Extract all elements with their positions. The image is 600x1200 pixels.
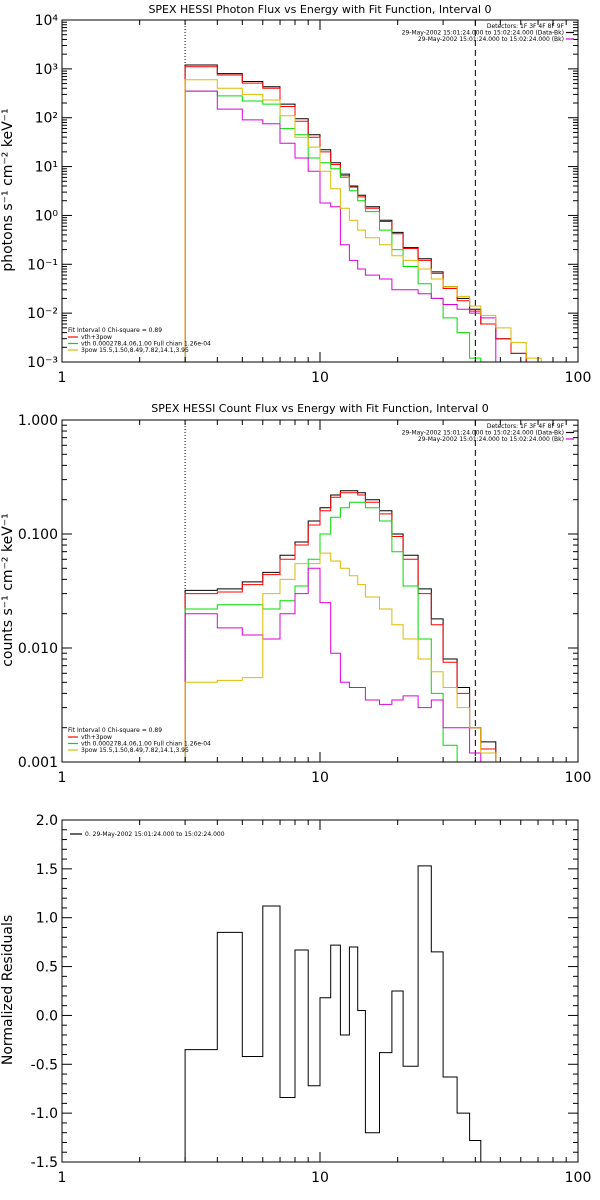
legend-entry: 3pow 15.5,1.50,8.49,7.82,14.1,3.95 (81, 347, 189, 354)
y-axis-label: Normalized Residuals (0, 915, 16, 1065)
legend-entry: vth 0.000278,4.06,1.00 Full chian 1.26e-… (81, 341, 211, 348)
y-axis-label: counts s⁻¹ cm⁻² keV⁻¹ (0, 513, 16, 667)
legend-entry: 3pow 15.5,1.50,8.49,7.82,14.1,3.95 (81, 747, 189, 754)
x-tick-label: 100 (565, 1170, 592, 1186)
photon-flux-panel: SPEX HESSI Photon Flux vs Energy with Fi… (0, 3, 591, 386)
x-tick-label: 10 (311, 770, 329, 786)
legend-title: Fit Interval 0 Chi-square = 0.89 (68, 327, 162, 334)
header-line: 29-May-2002 15:01:24.000 to 15:02:24.000… (402, 30, 564, 37)
series-3pow (184, 552, 497, 762)
y-tick-label: 0.5 (36, 960, 58, 976)
series-bk (184, 90, 497, 362)
y-tick-label: 0.001 (18, 755, 58, 771)
header-line: 29-May-2002 15:01:24.000 to 15:02:24.000… (402, 430, 564, 437)
plot-frame (61, 819, 579, 1163)
header-line: 29-May-2002 15:01:24.000 to 15:02:24.000… (418, 436, 564, 443)
x-tick-label: 10 (311, 1170, 329, 1186)
panel-title: SPEX HESSI Photon Flux vs Energy with Fi… (148, 3, 491, 16)
series-vth (184, 501, 481, 762)
y-tick-label: 10⁴ (35, 13, 59, 29)
legend-entry: vth+3pow (81, 734, 112, 741)
x-tick-label: 100 (565, 770, 592, 786)
legend-entry: 0. 29-May-2002 15:01:24.000 to 15:02:24.… (85, 831, 225, 838)
count-flux-panel: SPEX HESSI Count Flux vs Energy with Fit… (0, 402, 591, 786)
panel-title: SPEX HESSI Count Flux vs Energy with Fit… (151, 402, 488, 415)
y-axis-label: photons s⁻¹ cm⁻² keV⁻¹ (0, 108, 16, 271)
x-tick-label: 1 (58, 370, 67, 386)
y-tick-label: 1.000 (18, 413, 58, 429)
header-line: 29-May-2002 15:01:24.000 to 15:02:24.000… (418, 36, 564, 43)
header-line: Detectors: 1F 3F 4F 8F 9F (487, 23, 565, 30)
series-vth-3pow (184, 492, 497, 762)
y-tick-label: 10² (35, 111, 58, 127)
legend-entry: vth 0.000278,4.06,1.00 Full chian 1.26e-… (81, 741, 211, 748)
series-bk (184, 567, 482, 762)
y-tick-label: 1.5 (36, 862, 58, 878)
legend-entry: vth+3pow (81, 334, 112, 341)
y-tick-label: 0.100 (18, 527, 58, 543)
header-line: Detectors: 1F 3F 4F 8F 9F (487, 423, 565, 430)
series-vth (184, 90, 496, 362)
x-tick-label: 10 (311, 370, 329, 386)
y-tick-label: 10⁰ (35, 208, 59, 224)
legend-title: Fit Interval 0 Chi-square = 0.89 (68, 727, 162, 734)
y-tick-label: -0.5 (31, 1057, 58, 1073)
y-tick-label: 10³ (35, 62, 58, 78)
x-tick-label: 100 (565, 370, 592, 386)
y-tick-label: 2.0 (36, 813, 58, 829)
y-tick-label: 10¹ (35, 160, 58, 176)
y-tick-label: -1.5 (31, 1155, 58, 1171)
x-tick-label: 1 (58, 770, 67, 786)
series-0-29-may-2002-15-01-24-000-to-15-02-24-000 (184, 865, 482, 1162)
y-tick-label: 10⁻³ (27, 355, 58, 371)
y-tick-label: 0.0 (36, 1008, 58, 1024)
y-tick-label: 10⁻² (27, 306, 58, 322)
x-tick-label: 1 (58, 1170, 67, 1186)
y-tick-label: 0.010 (18, 641, 58, 657)
series-data-bk (184, 490, 497, 762)
y-tick-label: 1.0 (36, 911, 58, 927)
series-3pow (184, 79, 542, 362)
residuals-panel: Normalized Residuals 1 10 100 -1.5 -1.0 -0.5 0… (0, 813, 591, 1186)
y-tick-label: 10⁻¹ (27, 257, 58, 273)
y-tick-label: -1.0 (31, 1106, 58, 1122)
